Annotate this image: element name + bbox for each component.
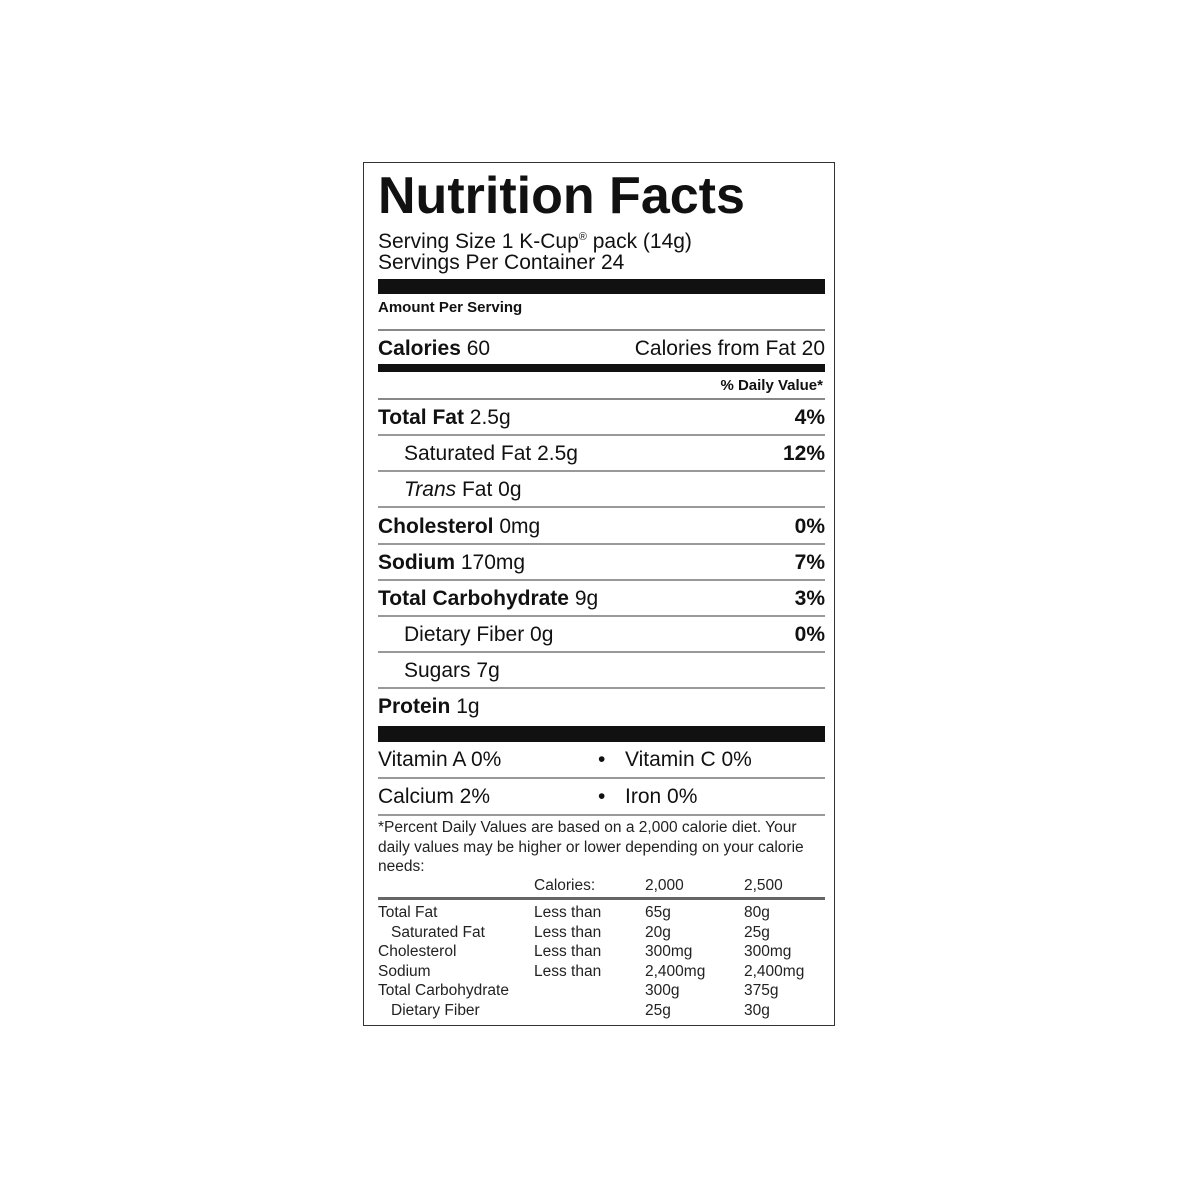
ref-cell: Saturated Fat (391, 923, 485, 941)
ref-cell: Less than (534, 904, 602, 921)
bullet: • (598, 785, 606, 808)
daily-value-header: % Daily Value* (720, 377, 823, 394)
footnote: *Percent Daily Values are based on a 2,0… (378, 819, 804, 875)
ref-cell: Dietary Fiber (391, 1001, 480, 1019)
nutrient-row-saturated-fat: Saturated Fat 2.5g 12% (378, 436, 825, 472)
calories-row: Calories 60 Calories from Fat 20 (378, 331, 825, 365)
nutrient-row-sodium: Sodium 170mg 7% (378, 545, 825, 581)
nutrient-row-total-carbohydrate: Total Carbohydrate 9g 3% (378, 581, 825, 617)
nutrient-amount: 0g (498, 478, 522, 501)
reference-row: Sodium Less than 2,400mg 2,400mg (378, 962, 825, 982)
ref-cell: 300mg (744, 943, 792, 961)
ref-cell: 25g (645, 1001, 671, 1019)
nutrient-row-sugars: Sugars 7g (378, 653, 825, 689)
header-calories: Calories: (534, 877, 596, 894)
reference-header: Calories: 2,000 2,500 (378, 876, 825, 900)
calories-value: 60 (466, 337, 491, 360)
nutrient-row-trans-fat: Trans Fat 0g (378, 472, 825, 508)
thick-divider (378, 726, 825, 742)
serving-size-text: Serving Size 1 K-Cup (378, 230, 579, 253)
nutrient-name: Sugars (404, 659, 471, 682)
reference-table: Calories: 2,000 2,500 Total Fat Less than… (378, 876, 825, 1021)
nutrient-amount: 0g (530, 623, 554, 646)
nutrient-name: Sodium (378, 551, 455, 574)
nutrient-pct: 0% (794, 515, 825, 538)
ref-cell: Less than (534, 923, 602, 941)
medium-divider (378, 364, 825, 372)
nutrient-name: Dietary Fiber (404, 623, 525, 646)
amount-per-serving: Amount Per Serving (378, 299, 523, 316)
nutrient-amount: 1g (456, 695, 480, 718)
serving-size: Serving Size 1 K-Cup® pack (14g) (378, 225, 692, 254)
iron: Iron 0% (625, 785, 698, 808)
servings-per-container: Servings Per Container 24 (378, 251, 625, 274)
nutrient-name: Saturated Fat (404, 442, 532, 465)
ref-cell: Cholesterol (378, 943, 457, 961)
ref-cell: 375g (744, 982, 779, 1000)
vitamin-row: Vitamin A 0% • Vitamin C 0% (378, 742, 825, 779)
reference-row: Saturated Fat Less than 20g 25g (378, 923, 825, 943)
ref-cell: 30g (744, 1001, 770, 1019)
header-2000: 2,000 (645, 877, 684, 894)
nutrient-row-protein: Protein 1g (378, 689, 825, 723)
nutrient-name: Cholesterol (378, 515, 494, 538)
ref-cell: Sodium (378, 962, 431, 980)
nutrient-amount: 9g (574, 587, 599, 610)
nutrient-name: Protein (378, 695, 451, 718)
nutrient-amount: 2.5g (469, 406, 511, 429)
ref-cell: Total Fat (378, 904, 438, 921)
nutrition-facts-label: Nutrition Facts Serving Size 1 K-Cup® pa… (363, 162, 835, 1026)
ref-cell: 300g (645, 982, 680, 1000)
header-2500: 2,500 (744, 877, 783, 894)
ref-cell: Less than (534, 962, 602, 980)
ref-cell: 20g (645, 923, 671, 941)
nutrient-name: Total Fat (378, 406, 464, 429)
ref-cell: Less than (534, 943, 602, 961)
nutrient-amount: 2.5g (537, 442, 578, 465)
nutrient-name: Total Carbohydrate (378, 587, 569, 610)
nutrient-amount: 0mg (499, 515, 541, 538)
calories-label: Calories (378, 337, 461, 360)
nutrient-name-suffix: Fat (461, 478, 493, 501)
nutrient-amount: 7g (476, 659, 500, 682)
ref-cell: 2,400mg (744, 962, 805, 980)
bullet: • (598, 748, 606, 771)
nutrient-row-total-fat: Total Fat 2.5g 4% (378, 400, 825, 436)
vitamin-a: Vitamin A 0% (378, 748, 502, 771)
nutrient-pct: 7% (794, 551, 825, 574)
nutrient-pct: 4% (794, 406, 825, 429)
reference-row: Dietary Fiber 25g 30g (378, 1001, 825, 1021)
ref-cell: Total Carbohydrate (378, 982, 509, 1000)
mineral-row: Calcium 2% • Iron 0% (378, 779, 825, 816)
nutrient-row-cholesterol: Cholesterol 0mg 0% (378, 509, 825, 545)
divider (378, 398, 825, 400)
ref-cell: 300mg (645, 943, 693, 961)
reference-row: Total Fat Less than 65g 80g (378, 903, 825, 923)
label-title: Nutrition Facts (378, 167, 745, 225)
nutrient-row-dietary-fiber: Dietary Fiber 0g 0% (378, 617, 825, 653)
nutrient-pct: 0% (794, 623, 825, 646)
nutrient-pct: 12% (782, 442, 825, 465)
ref-cell: 25g (744, 923, 770, 941)
divider (378, 329, 825, 331)
ref-cell: 2,400mg (645, 962, 706, 980)
nutrient-amount: 170mg (460, 551, 526, 574)
ref-cell: 80g (744, 904, 770, 921)
thick-divider (378, 279, 825, 294)
nutrient-name: Trans (404, 478, 457, 501)
calories-from-fat: Calories from Fat 20 (634, 337, 825, 360)
ref-cell: 65g (645, 904, 671, 921)
reference-row: Cholesterol Less than 300mg 300mg (378, 942, 825, 962)
vitamin-c: Vitamin C 0% (625, 748, 752, 771)
serving-size-unit: pack (14g) (586, 230, 692, 253)
registered-mark: ® (578, 231, 587, 243)
calcium: Calcium 2% (378, 785, 491, 808)
reference-row: Total Carbohydrate 300g 375g (378, 981, 825, 1001)
nutrient-pct: 3% (794, 587, 825, 610)
